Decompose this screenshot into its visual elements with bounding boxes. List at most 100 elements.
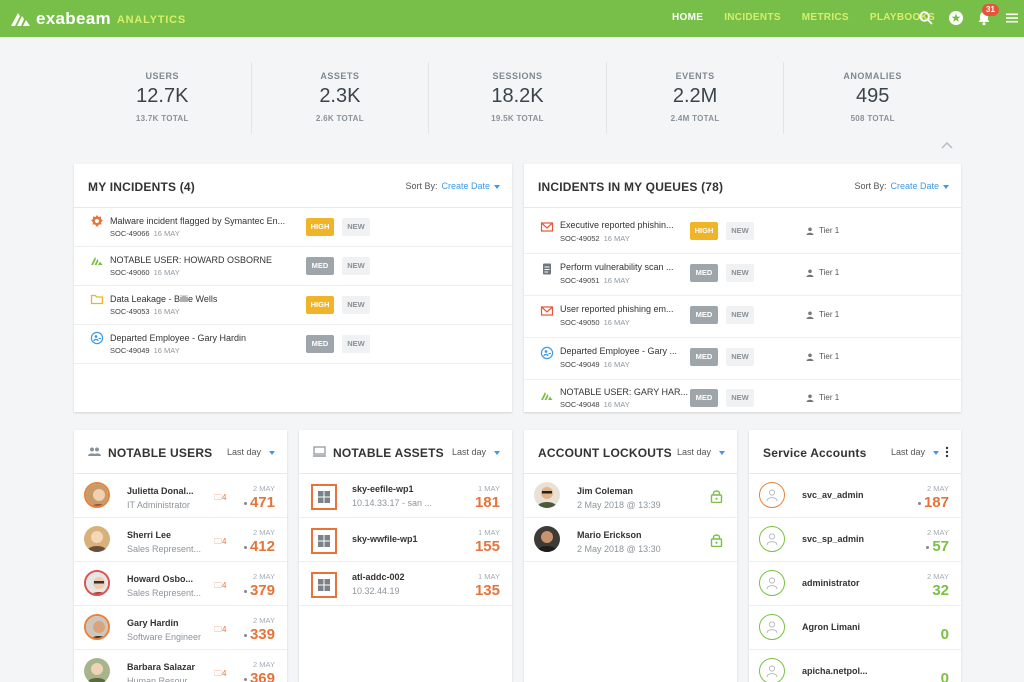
- incident-row[interactable]: NOTABLE USER: HOWARD OSBORNE SOC-49060 16…: [74, 247, 512, 286]
- menu-icon[interactable]: [1004, 10, 1020, 26]
- user-placeholder-icon: [759, 570, 785, 596]
- incident-date: 16 MAY: [153, 307, 180, 316]
- status-badge: NEW: [726, 306, 754, 324]
- incident-meta: SOC-49050 16 MAY: [560, 318, 630, 327]
- incident-row[interactable]: Executive reported phishin... SOC-49052 1…: [524, 212, 961, 254]
- incident-meta: SOC-49049 16 MAY: [560, 360, 630, 369]
- stat-total: 13.7K TOTAL: [135, 114, 189, 123]
- stat-events[interactable]: EVENTS 2.2M 2.4M TOTAL: [607, 62, 785, 134]
- service-account-row[interactable]: svc_sp_admin 2 MAY 57: [749, 518, 961, 562]
- user-placeholder-icon: [759, 526, 785, 552]
- incident-row[interactable]: Perform vulnerability scan ... SOC-49051…: [524, 254, 961, 296]
- panel-title: NOTABLE ASSETS: [333, 446, 444, 460]
- risk-score: 0: [940, 626, 949, 643]
- service-account-name: administrator: [802, 578, 860, 588]
- account-lockouts-panel: ACCOUNT LOCKOUTS Last day Jim Coleman 2 …: [524, 430, 737, 682]
- notable-asset-row[interactable]: atl-addc-002 10.32.44.19 1 MAY 135: [299, 562, 512, 606]
- service-accounts-panel: Service Accounts Last day svc_av_admin 2…: [749, 430, 961, 682]
- panel-header: Service Accounts Last day: [749, 430, 961, 474]
- user-role: IT Administrator: [127, 500, 190, 510]
- nav-home[interactable]: HOME: [672, 12, 704, 23]
- stat-label: ASSETS: [320, 71, 360, 81]
- notable-user-row[interactable]: Howard Osbo... Sales Represent... 🗀4 2 M…: [74, 562, 287, 606]
- notable-user-row[interactable]: Gary Hardin Software Engineer 🗀4 2 MAY 3…: [74, 606, 287, 650]
- incident-row[interactable]: NOTABLE USER: GARY HAR... SOC-49048 16 MA…: [524, 380, 961, 412]
- incident-row[interactable]: Departed Employee - Gary ... SOC-49049 16…: [524, 338, 961, 380]
- stat-anomalies[interactable]: ANOMALIES 495 508 TOTAL: [784, 62, 961, 134]
- person-icon: [806, 269, 814, 277]
- star-icon[interactable]: [948, 10, 964, 26]
- asset-name: sky-eefile-wp1: [352, 484, 414, 494]
- stat-value: 2.2M: [672, 85, 718, 107]
- stat-sessions[interactable]: SESSIONS 18.2K 19.5K TOTAL: [429, 62, 607, 134]
- user-role: Software Engineer: [127, 632, 202, 642]
- score-date: 1 MAY: [478, 528, 500, 537]
- incident-row[interactable]: Data Leakage - Billie Wells SOC-49053 16 …: [74, 286, 512, 325]
- incident-date: 16 MAY: [153, 229, 180, 238]
- service-account-row[interactable]: Agron Limani 0: [749, 606, 961, 650]
- status-badge: NEW: [342, 296, 370, 314]
- sort-value: Create Date: [890, 181, 939, 191]
- my-incidents-panel: MY INCIDENTS (4) Sort By: Create Date Mal…: [74, 164, 512, 412]
- service-account-row[interactable]: svc_av_admin 2 MAY 187: [749, 474, 961, 518]
- lockout-time: 2 May 2018 @ 13:39: [577, 500, 661, 510]
- time-range-value: Last day: [676, 447, 711, 457]
- score-date: 2 MAY: [253, 616, 275, 625]
- search-icon[interactable]: [918, 10, 934, 26]
- risk-score: 0: [940, 670, 949, 682]
- departed-employee-icon: [540, 346, 554, 360]
- score-date: 2 MAY: [253, 572, 275, 581]
- logo[interactable]: exabeam ANALYTICS: [10, 9, 186, 29]
- user-placeholder-icon: [759, 658, 785, 682]
- service-account-row[interactable]: administrator 2 MAY 32: [749, 562, 961, 606]
- notable-user-row[interactable]: Julietta Donal... IT Administrator 🗀4 2 …: [74, 474, 287, 518]
- lockout-row[interactable]: Mario Erickson 2 May 2018 @ 13:30: [524, 518, 737, 562]
- notable-asset-row[interactable]: sky-eefile-wp1 10.14.33.17 - san ... 1 M…: [299, 474, 512, 518]
- folder-count: 4: [222, 669, 227, 678]
- incident-date: 16 MAY: [153, 346, 180, 355]
- avatar: [534, 526, 560, 552]
- stat-users[interactable]: USERS 12.7K 13.7K TOTAL: [74, 62, 252, 134]
- risk-score: 155: [474, 538, 500, 555]
- windows-icon: [311, 528, 337, 554]
- stat-assets[interactable]: ASSETS 2.3K 2.6K TOTAL: [252, 62, 430, 134]
- lockout-time: 2 May 2018 @ 13:30: [577, 544, 661, 554]
- assigned-tier: Tier 1: [806, 310, 839, 319]
- stat-label: USERS: [145, 71, 180, 81]
- time-range-dropdown[interactable]: Last day: [891, 447, 939, 457]
- sort-by-dropdown[interactable]: Sort By: Create Date: [854, 181, 949, 191]
- notable-user-row[interactable]: Sherri Lee Sales Represent... 🗀4 2 MAY 4…: [74, 518, 287, 562]
- lockout-row[interactable]: Jim Coleman 2 May 2018 @ 13:39: [524, 474, 737, 518]
- nav-metrics[interactable]: METRICS: [801, 12, 849, 23]
- time-range-dropdown[interactable]: Last day: [677, 447, 725, 457]
- incident-row[interactable]: Departed Employee - Gary Hardin SOC-4904…: [74, 325, 512, 364]
- status-badge: NEW: [342, 218, 370, 236]
- avatar: [534, 482, 560, 508]
- caret-down-icon: [269, 450, 275, 455]
- top-nav-bar: exabeam ANALYTICS HOME INCIDENTS METRICS…: [0, 0, 1024, 37]
- notable-user-row[interactable]: Barbara Salazar Human Resour... 🗀4 2 MAY…: [74, 650, 287, 682]
- service-account-name: Agron Limani: [802, 622, 860, 632]
- more-options-icon[interactable]: [945, 446, 949, 458]
- departed-employee-icon: [90, 331, 104, 345]
- notable-asset-row[interactable]: sky-wwfile-wp1 1 MAY 155: [299, 518, 512, 562]
- severity-badge: MED: [306, 257, 334, 275]
- severity-badge: HIGH: [690, 222, 718, 240]
- time-range-dropdown[interactable]: Last day: [452, 447, 500, 457]
- nav-incidents[interactable]: INCIDENTS: [724, 12, 781, 23]
- user-placeholder-icon: [759, 614, 785, 640]
- service-account-row[interactable]: apicha.netpol... 0: [749, 650, 961, 682]
- sort-by-dropdown[interactable]: Sort By: Create Date: [405, 181, 500, 191]
- risk-score: 379: [243, 582, 275, 599]
- collapse-chevron-up-icon[interactable]: [940, 140, 954, 150]
- incident-row[interactable]: User reported phishing em... SOC-49050 16…: [524, 296, 961, 338]
- nav-playbooks[interactable]: PLAYBOOKS: [869, 12, 936, 23]
- incident-id: SOC-49049: [560, 360, 600, 369]
- score-date: 2 MAY: [253, 660, 275, 669]
- user-name: Sherri Lee: [127, 530, 172, 540]
- time-range-dropdown[interactable]: Last day: [227, 447, 275, 457]
- incident-row[interactable]: Malware incident flagged by Symantec En.…: [74, 208, 512, 247]
- folder-icon: 🗀: [214, 669, 222, 678]
- user-name: Mario Erickson: [577, 530, 642, 540]
- panel-header: INCIDENTS IN MY QUEUES (78) Sort By: Crea…: [524, 164, 961, 208]
